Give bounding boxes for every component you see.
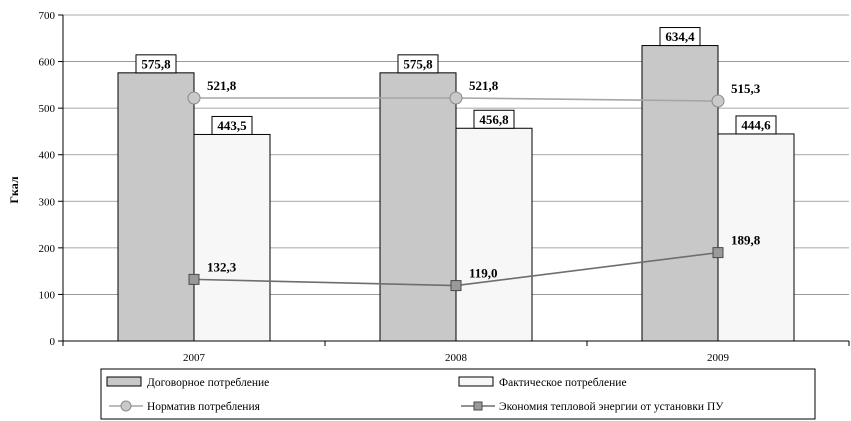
data-label: 119,0 [469, 266, 498, 281]
bars [117, 45, 795, 342]
data-label-box [211, 115, 253, 135]
data-label: 575,8 [403, 56, 433, 71]
y-tick-label: 500 [39, 103, 56, 115]
bar [193, 133, 271, 342]
data-label: 443,5 [217, 118, 247, 133]
point-marker [449, 91, 463, 105]
legend-label: Фактическое потребление [499, 377, 627, 389]
point-marker [712, 247, 724, 259]
data-label: 189,8 [731, 233, 761, 248]
y-tick-label: 400 [39, 150, 56, 162]
data-label: 456,8 [479, 112, 509, 127]
legend: Договорное потребление Фактическое потреб… [100, 368, 816, 420]
y-tick-label: 100 [39, 289, 56, 301]
legend-box [100, 368, 816, 420]
data-label: 444,6 [741, 117, 771, 132]
x-tick-label: 2007 [183, 352, 206, 364]
data-label-box [397, 54, 439, 74]
legend-label: Договорное потребление [147, 377, 269, 389]
bar [717, 133, 795, 342]
x-tick-label: 2009 [707, 352, 730, 364]
data-label: 521,8 [207, 78, 237, 93]
bar [379, 72, 457, 342]
point-marker [450, 280, 462, 292]
bar [641, 45, 719, 342]
y-tick-label: 700 [39, 10, 56, 22]
data-label-box [659, 27, 701, 47]
y-tick-label: 600 [39, 57, 56, 69]
data-labels: 575,8 443,5 575,8 456,8 634,4 444,6 521,8 521,8… [135, 27, 777, 281]
data-label: 515,3 [731, 81, 761, 96]
point-marker [711, 94, 725, 108]
data-label-box [735, 115, 777, 135]
data-label: 132,3 [207, 259, 237, 274]
legend-swatch [458, 376, 494, 387]
bar [117, 72, 195, 342]
legend-marker [473, 401, 483, 411]
y-tick-label: 0 [50, 336, 56, 348]
legend-label: Норматив потребления [147, 401, 261, 413]
x-tick-label: 2008 [445, 352, 468, 364]
y-tick-label: 300 [39, 196, 56, 208]
point-marker [187, 91, 201, 105]
data-label-box [135, 54, 177, 74]
data-label-box [473, 109, 515, 129]
point-marker [188, 273, 200, 285]
data-label: 575,8 [141, 56, 171, 71]
y-axis: 0 100 200 300 400 500 600 700 [39, 10, 64, 348]
data-label: 634,4 [665, 29, 695, 44]
bar [455, 127, 533, 342]
legend-label: Экономия тепловой энергии от установки П… [499, 401, 724, 413]
y-tick-label: 200 [39, 243, 56, 255]
x-axis: 2007 2008 2009 [62, 340, 850, 364]
legend-swatch [106, 376, 142, 387]
lines [187, 91, 725, 292]
legend-marker [120, 400, 132, 412]
y-axis-label: Гкал [7, 176, 21, 203]
data-label: 521,8 [469, 78, 499, 93]
